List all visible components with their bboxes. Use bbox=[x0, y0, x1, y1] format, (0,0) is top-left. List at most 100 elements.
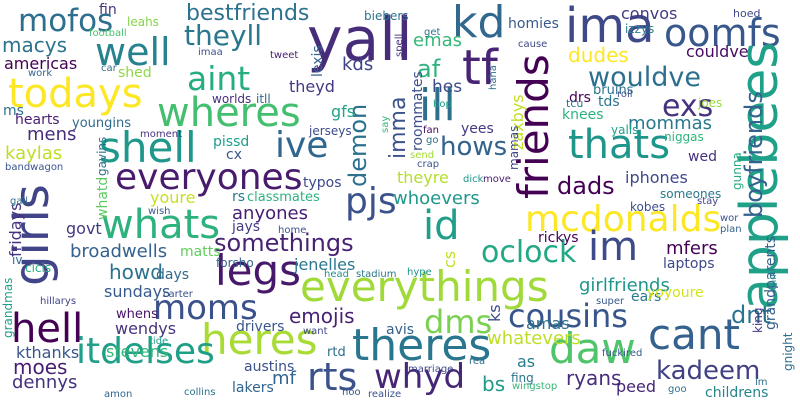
word: hype bbox=[407, 267, 432, 278]
word: peed bbox=[616, 377, 656, 396]
word: ima bbox=[565, 0, 655, 54]
word: govt bbox=[66, 219, 102, 238]
word: jenelles bbox=[294, 255, 356, 274]
word: goo bbox=[668, 384, 687, 395]
word: spell bbox=[394, 33, 405, 57]
word: hoed bbox=[733, 7, 761, 20]
word: as bbox=[517, 352, 536, 371]
word: rickys bbox=[538, 230, 579, 246]
word: whatd bbox=[95, 176, 111, 220]
word: couldve bbox=[686, 42, 749, 61]
word: childrens bbox=[705, 385, 769, 400]
word: itll bbox=[256, 92, 271, 106]
word: tf bbox=[462, 40, 498, 96]
word: pjs bbox=[345, 181, 397, 222]
word: fan bbox=[423, 125, 439, 136]
word: gfs bbox=[331, 102, 356, 121]
word: kobes bbox=[630, 200, 666, 214]
word: lm bbox=[755, 377, 768, 388]
word: fing bbox=[511, 371, 534, 385]
word: whyd bbox=[374, 357, 466, 397]
word: wingstop bbox=[512, 381, 558, 392]
word: cs bbox=[440, 250, 459, 268]
word: heres bbox=[201, 315, 318, 364]
word: wish bbox=[148, 206, 171, 217]
word: dads bbox=[557, 172, 615, 200]
word: theres bbox=[352, 320, 492, 371]
word: oclock bbox=[481, 235, 577, 270]
word: football bbox=[89, 28, 127, 39]
word: wed bbox=[688, 149, 717, 165]
word: well bbox=[95, 30, 171, 74]
word: hell bbox=[11, 306, 84, 352]
word: fridays bbox=[6, 202, 25, 257]
word: everythings bbox=[300, 262, 549, 311]
word: emas bbox=[413, 30, 463, 51]
word: rs bbox=[232, 189, 246, 205]
word: knees bbox=[562, 107, 604, 123]
word: laptops bbox=[663, 256, 715, 272]
word: gnight bbox=[781, 332, 795, 371]
word: leahs bbox=[127, 15, 159, 29]
word: wouldve bbox=[588, 62, 701, 93]
word: amas bbox=[526, 314, 570, 333]
word: wendys bbox=[115, 319, 177, 338]
word: mamas bbox=[507, 125, 521, 170]
word: oomfs bbox=[664, 11, 781, 55]
word: pissd bbox=[213, 134, 250, 150]
word: marriage bbox=[408, 364, 454, 375]
word: macys bbox=[2, 33, 67, 57]
word: cause bbox=[518, 39, 548, 50]
word: tweet bbox=[270, 50, 299, 61]
word: dick bbox=[463, 174, 484, 185]
word: collins bbox=[184, 387, 216, 398]
word: kds bbox=[342, 54, 374, 75]
word: ive bbox=[275, 125, 329, 166]
word: whoevers bbox=[393, 188, 480, 209]
word: howd bbox=[109, 260, 163, 284]
word: forsho bbox=[216, 256, 254, 270]
word: hows bbox=[440, 132, 508, 162]
word: carter bbox=[163, 289, 193, 300]
word: mf bbox=[272, 368, 296, 389]
word: yees bbox=[461, 121, 494, 137]
word: homies bbox=[508, 16, 559, 32]
word: worlds bbox=[212, 92, 252, 106]
word: izzys bbox=[625, 22, 655, 36]
word: broadwells bbox=[70, 241, 168, 262]
word: convos bbox=[621, 4, 678, 23]
word: gunna bbox=[730, 152, 744, 190]
word: kd bbox=[452, 0, 506, 48]
word: mfers bbox=[666, 238, 718, 259]
word: mcdonalds bbox=[525, 199, 722, 240]
word: head bbox=[324, 269, 349, 280]
word: im bbox=[588, 224, 639, 270]
word: jerseys bbox=[309, 124, 352, 138]
word: af bbox=[417, 55, 441, 83]
word: whatevers bbox=[487, 328, 581, 349]
word: stadium bbox=[356, 269, 397, 280]
word: haha bbox=[488, 65, 499, 90]
word: mommas bbox=[628, 113, 713, 134]
word: car bbox=[101, 63, 117, 74]
word: yoyoure bbox=[647, 285, 704, 301]
word: amon bbox=[104, 389, 133, 400]
word: wor bbox=[720, 213, 739, 224]
word: aint bbox=[187, 59, 251, 98]
word: niggas bbox=[664, 130, 704, 144]
word: dms bbox=[424, 303, 493, 341]
word: boyfriends bbox=[740, 91, 768, 218]
word: moms bbox=[153, 288, 258, 328]
word: lakers bbox=[232, 380, 274, 396]
word: fin bbox=[99, 2, 117, 18]
word: classmates bbox=[247, 190, 320, 205]
word: rtd bbox=[327, 345, 346, 360]
word: whats bbox=[101, 202, 221, 248]
word: anyones bbox=[232, 203, 308, 224]
word: bandwagon bbox=[5, 162, 64, 173]
word: iphones bbox=[625, 168, 688, 187]
word: legs bbox=[215, 246, 302, 295]
word: work bbox=[28, 68, 53, 79]
word: wheres bbox=[157, 90, 301, 136]
